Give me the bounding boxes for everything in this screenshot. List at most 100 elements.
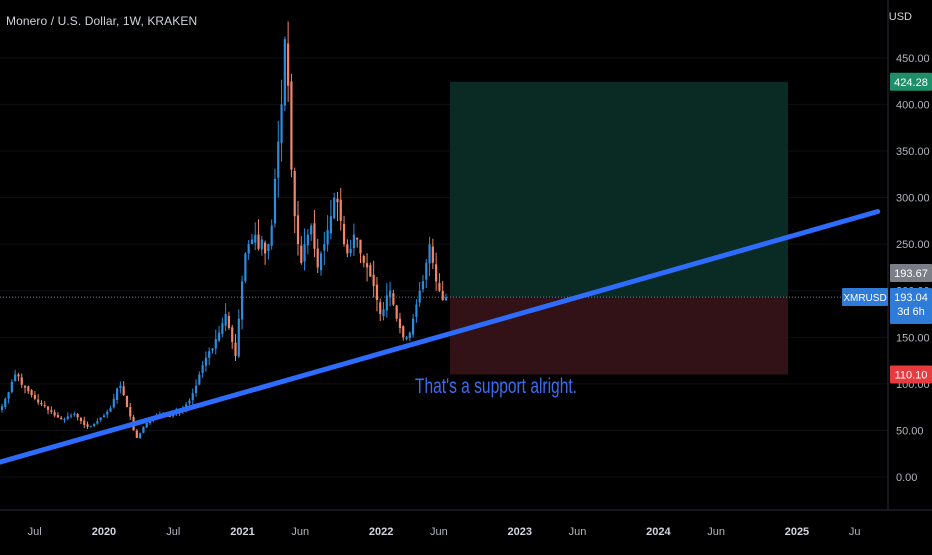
candle-body[interactable] <box>227 316 231 328</box>
candle-body[interactable] <box>37 399 40 403</box>
profit-zone[interactable] <box>450 81 788 298</box>
candle-body[interactable] <box>329 216 332 234</box>
candle-body[interactable] <box>191 393 194 401</box>
candle-body[interactable] <box>250 239 254 245</box>
candle-body[interactable] <box>231 327 234 342</box>
candle-body[interactable] <box>102 415 106 418</box>
candle-body[interactable] <box>287 43 290 86</box>
candle-body[interactable] <box>382 309 385 317</box>
candle-body[interactable] <box>392 293 395 305</box>
candle-body[interactable] <box>418 290 421 303</box>
candle-body[interactable] <box>23 385 27 388</box>
candle-body[interactable] <box>379 302 382 314</box>
candle-body[interactable] <box>247 244 250 254</box>
candle-body[interactable] <box>53 412 56 416</box>
candle-body[interactable] <box>0 406 4 410</box>
candle-body[interactable] <box>188 400 191 404</box>
candle-body[interactable] <box>194 385 198 394</box>
candle-body[interactable] <box>405 337 408 340</box>
candle-body[interactable] <box>76 414 79 418</box>
candle-body[interactable] <box>17 374 20 377</box>
candle-body[interactable] <box>388 290 392 298</box>
candle-body[interactable] <box>254 234 257 243</box>
candle-body[interactable] <box>106 411 109 415</box>
candle-body[interactable] <box>385 295 388 311</box>
candle-body[interactable] <box>280 104 283 143</box>
candle-body[interactable] <box>119 385 122 388</box>
candle-body[interactable] <box>438 283 441 291</box>
candle-body[interactable] <box>33 394 36 399</box>
candle-body[interactable] <box>66 416 69 419</box>
candle-body[interactable] <box>73 413 76 415</box>
candle-body[interactable] <box>234 342 237 356</box>
candle-body[interactable] <box>208 351 211 358</box>
candle-body[interactable] <box>50 410 53 412</box>
time-axis[interactable]: Jul 2020 Jul 2021 Jun 2022 Jun 2023 Jun 2024 Jun 20… <box>0 509 932 550</box>
candle-body[interactable] <box>63 419 66 421</box>
candle-body[interactable] <box>375 284 379 301</box>
candle-body[interactable] <box>201 365 204 373</box>
candle-body[interactable] <box>10 381 13 392</box>
candle-body[interactable] <box>369 265 372 277</box>
candle-body[interactable] <box>139 433 142 439</box>
candle-body[interactable] <box>300 245 303 263</box>
candle-body[interactable] <box>359 239 362 254</box>
candle-body[interactable] <box>211 348 214 351</box>
candle-body[interactable] <box>319 253 323 271</box>
candle-body[interactable] <box>135 430 138 438</box>
candle-body[interactable] <box>431 246 434 263</box>
candle-body[interactable] <box>69 415 73 417</box>
candle-body[interactable] <box>310 225 313 235</box>
candle-body[interactable] <box>260 239 263 250</box>
candle-body[interactable] <box>92 423 96 426</box>
candle-body[interactable] <box>362 256 365 263</box>
candle-body[interactable] <box>428 244 431 264</box>
candle-body[interactable] <box>224 313 227 326</box>
candle-body[interactable] <box>313 223 316 249</box>
candle-body[interactable] <box>412 318 415 335</box>
candle-body[interactable] <box>264 242 267 254</box>
stop-zone[interactable] <box>450 297 788 375</box>
candle-body[interactable] <box>277 141 280 178</box>
candle-body[interactable] <box>346 244 349 254</box>
candle-body[interactable] <box>86 424 89 427</box>
candle-body[interactable] <box>43 405 46 407</box>
candle-body[interactable] <box>185 404 188 408</box>
candle-body[interactable] <box>214 339 217 349</box>
candles[interactable] <box>0 21 448 439</box>
candle-body[interactable] <box>296 215 300 245</box>
annotation-text[interactable]: That's a support alright. <box>415 375 577 398</box>
candle-body[interactable] <box>303 244 306 262</box>
candle-body[interactable] <box>221 323 224 335</box>
candle-body[interactable] <box>395 305 398 319</box>
candle-body[interactable] <box>356 237 359 240</box>
candle-body[interactable] <box>112 398 115 408</box>
candle-body[interactable] <box>79 418 83 422</box>
candle-body[interactable] <box>349 248 352 254</box>
candle-body[interactable] <box>408 332 411 339</box>
candle-body[interactable] <box>316 248 319 268</box>
candle-body[interactable] <box>96 421 99 424</box>
candle-body[interactable] <box>398 318 402 328</box>
candle-body[interactable] <box>237 318 240 357</box>
candle-body[interactable] <box>129 407 132 417</box>
candle-body[interactable] <box>14 374 17 382</box>
candle-body[interactable] <box>204 357 208 366</box>
candle-body[interactable] <box>326 230 329 245</box>
candle-body[interactable] <box>257 234 260 249</box>
candle-body[interactable] <box>435 264 438 282</box>
candle-body[interactable] <box>342 223 346 245</box>
candle-body[interactable] <box>7 392 10 399</box>
candle-body[interactable] <box>244 253 247 281</box>
candle-body[interactable] <box>333 197 336 219</box>
candle-body[interactable] <box>83 420 86 425</box>
candle-body[interactable] <box>293 171 296 217</box>
candle-body[interactable] <box>99 417 102 421</box>
candle-body[interactable] <box>339 199 342 221</box>
candle-body[interactable] <box>109 408 112 412</box>
candle-body[interactable] <box>290 81 293 170</box>
candle-body[interactable] <box>142 426 145 433</box>
candle-body[interactable] <box>198 374 201 385</box>
candle-body[interactable] <box>421 281 425 290</box>
